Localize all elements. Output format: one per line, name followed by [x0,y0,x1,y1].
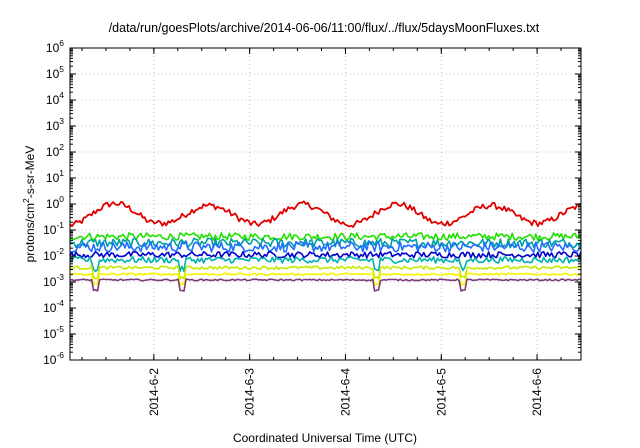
y-tick-exponent: -4 [56,298,64,308]
y-tick-base: 10 [43,223,57,237]
y-tick-base: 10 [46,119,60,133]
y-tick-label: 10-6 [43,350,64,367]
y-tick-label: 102 [46,142,64,159]
y-tick-label: 10-3 [43,272,64,289]
x-axis: 2014-6-2 2014-6-3 2014-6-4 2014-6-5 2014-6-6 [81,48,562,416]
y-tick-label: 104 [46,90,64,107]
grid [70,48,581,360]
y-tick-base: 10 [46,93,60,107]
y-tick-exponent: 1 [59,168,64,178]
x-tick-label: 2014-6-3 [243,368,257,416]
y-tick-label: 10-2 [43,246,64,263]
y-tick-exponent: -5 [56,324,64,334]
y-tick-label: 101 [46,168,64,185]
y-tick-label: 100 [46,194,64,211]
y-tick-base: 10 [46,171,60,185]
y-tick-base: 10 [43,275,57,289]
y-axis-label: protons/cm2-s-sr-MeV [21,146,37,263]
y-tick-exponent: 0 [59,194,64,204]
y-tick-exponent: -3 [56,272,64,282]
y-tick-label: 103 [46,116,64,133]
series-line [69,200,581,228]
series-line [69,278,582,292]
y-axis-label-exponent: 2 [21,198,31,203]
y-tick-label: 10-5 [43,324,64,341]
y-tick-base: 10 [43,327,57,341]
series-line [69,250,582,259]
series-line [69,240,582,253]
y-tick-base: 10 [43,249,57,263]
y-tick-label: 106 [46,38,64,55]
x-tick-label: 2014-6-6 [530,368,544,416]
y-tick-exponent: -1 [56,220,64,230]
series-line [69,255,582,273]
series-line [69,232,582,241]
y-tick-exponent: -2 [56,246,64,256]
y-tick-exponent: 3 [59,116,64,126]
y-tick-base: 10 [43,353,57,367]
series-line [69,237,582,249]
y-tick-base: 10 [46,145,60,159]
y-axis-label-prefix: protons/cm [23,203,37,262]
y-tick-exponent: 6 [59,38,64,48]
x-tick-label: 2014-6-5 [434,368,448,416]
y-tick-label: 10-4 [43,298,64,315]
y-tick-base: 10 [46,197,60,211]
y-tick-label: 10-1 [43,220,64,237]
y-tick-base: 10 [43,301,57,315]
x-axis-label: Coordinated Universal Time (UTC) [233,431,417,445]
y-tick-exponent: 4 [59,90,64,100]
y-tick-base: 10 [46,41,60,55]
y-axis-label-suffix: -s-sr-MeV [23,146,37,199]
y-axis: 10610510410310210110010-110-210-310-410-… [43,38,581,367]
series-line [69,265,582,280]
x-tick-label: 2014-6-4 [338,368,352,416]
y-tick-base: 10 [46,67,60,81]
y-tick-exponent: 5 [59,64,64,74]
x-tick-label: 2014-6-2 [147,368,161,416]
series-group [69,200,582,292]
y-tick-exponent: -6 [56,350,64,360]
chart-title: /data/run/goesPlots/archive/2014-06-06/1… [109,21,540,35]
y-tick-exponent: 2 [59,142,64,152]
series-line [69,272,582,286]
y-tick-label: 105 [46,64,64,81]
